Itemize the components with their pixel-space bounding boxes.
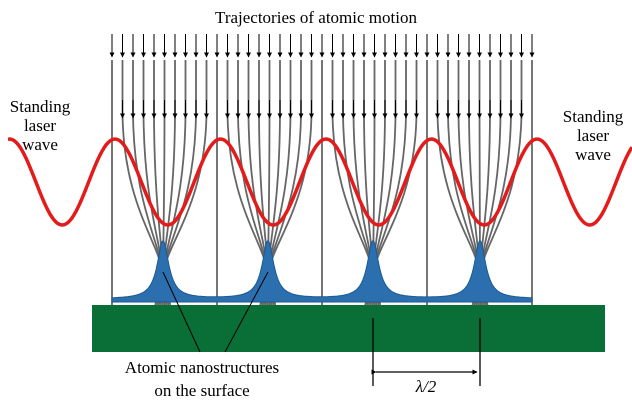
substrate (92, 305, 605, 352)
left-label: laser (24, 116, 56, 135)
standing-wave (7, 137, 632, 227)
nanostructures (111, 239, 533, 303)
left-label: wave (22, 135, 58, 154)
left-label: Standing (10, 97, 71, 116)
title: Trajectories of atomic motion (215, 8, 417, 27)
incoming-atoms (109, 34, 535, 119)
period-label: λ/2 (415, 377, 437, 396)
bottom-label: on the surface (154, 381, 249, 400)
right-label: laser (577, 126, 609, 145)
right-label: Standing (563, 107, 624, 126)
leader-line (224, 271, 269, 353)
bottom-label: Atomic nanostructures (125, 358, 279, 377)
leader-line (162, 271, 201, 353)
trajectories (111, 60, 533, 306)
right-label: wave (575, 145, 611, 164)
